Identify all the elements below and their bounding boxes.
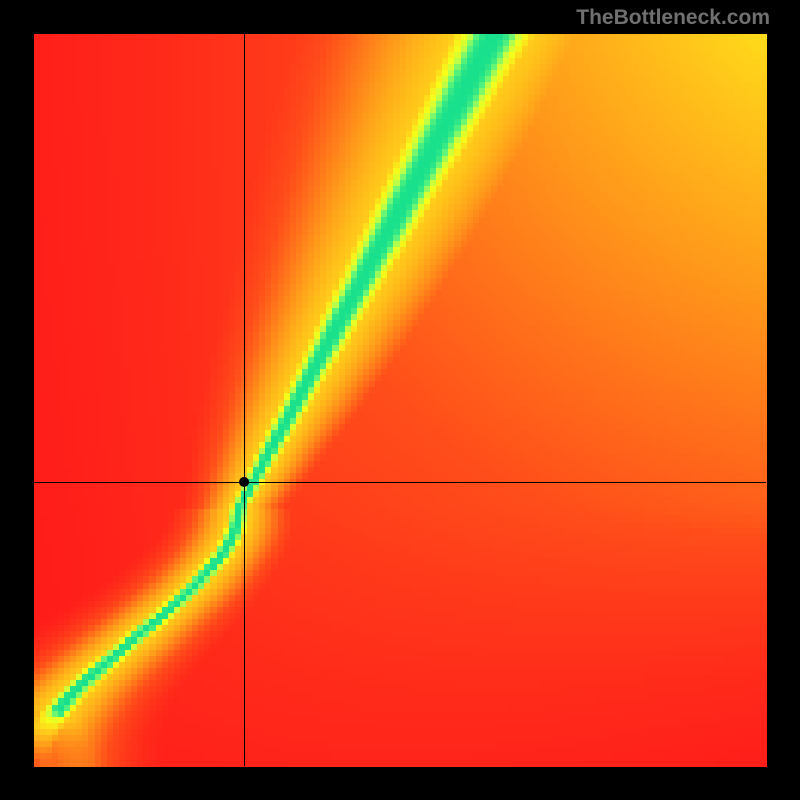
bottleneck-heatmap-canvas bbox=[0, 0, 800, 800]
watermark-text: TheBottleneck.com bbox=[576, 6, 770, 30]
